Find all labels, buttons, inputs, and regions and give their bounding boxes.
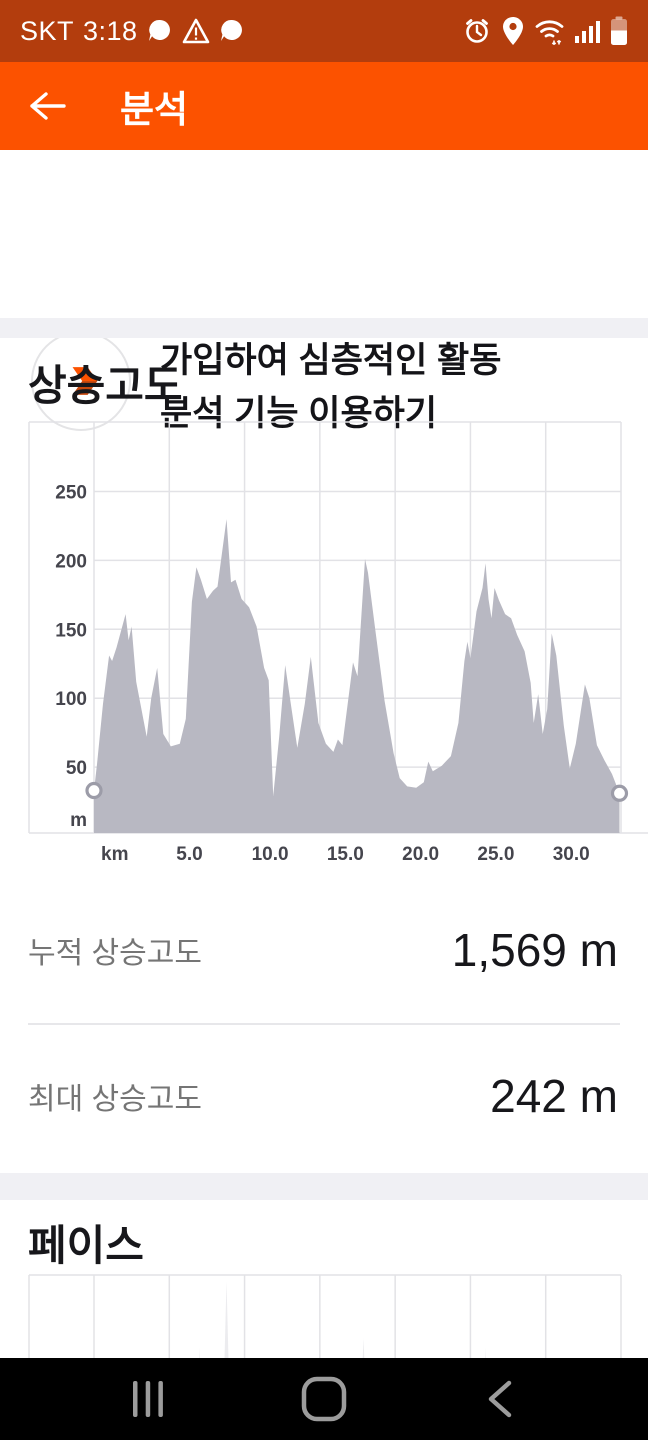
elevation-section-title: 상승고도 (28, 362, 183, 409)
back-button[interactable] (0, 62, 96, 150)
stat-value: 1,569 m (451, 924, 618, 976)
location-icon (501, 16, 525, 46)
elevation-chart[interactable]: 50 100 150 200 250 mkm 5.0 10.0 15.0 20.0 25.0 30.0 (0, 400, 648, 870)
svg-text:km: km (101, 844, 128, 865)
signal-strength-icon (575, 17, 601, 45)
section-gap (0, 318, 648, 338)
svg-text:30.0: 30.0 (553, 844, 590, 865)
section-gap (0, 1173, 648, 1200)
strava-chevron-icon (72, 367, 98, 395)
home-icon (301, 1376, 347, 1422)
nav-back-icon (488, 1380, 512, 1418)
pace-chart[interactable] (0, 1270, 648, 1358)
svg-text:20.0: 20.0 (402, 844, 439, 865)
signup-banner-line2: 분석 기능 이용하기 (160, 394, 438, 433)
battery-icon (610, 16, 628, 46)
stat-value: 242 m (490, 1070, 618, 1122)
svg-text:25.0: 25.0 (477, 844, 514, 865)
signup-banner-line1: 가입하여 심층적인 활동 (160, 341, 502, 380)
warning-notification-icon (182, 18, 210, 44)
svg-text:150: 150 (55, 620, 87, 641)
svg-text:200: 200 (55, 551, 87, 572)
pace-section-title: 페이스 (28, 1222, 144, 1269)
svg-text:15.0: 15.0 (327, 844, 364, 865)
alarm-icon (462, 16, 492, 46)
status-time: 3:18 (83, 15, 138, 46)
strava-logo-badge (31, 331, 131, 431)
status-bar: SKT 3:18 (0, 0, 648, 62)
svg-text:50: 50 (66, 758, 87, 779)
recents-icon (133, 1381, 163, 1417)
signup-banner-text: 가입하여 심층적인 활동 분석 기능 이용하기 (160, 334, 630, 440)
stat-row-total-elevation: 누적 상승고도 1,569 m (0, 880, 648, 1020)
android-nav-bar (0, 1358, 648, 1440)
carrier-label: SKT (20, 15, 75, 46)
svg-text:250: 250 (55, 483, 87, 504)
stat-label: 누적 상승고도 (28, 937, 202, 970)
app-bar: 분석 (0, 62, 648, 150)
stat-label: 최대 상승고도 (28, 1083, 202, 1116)
svg-text:100: 100 (55, 689, 87, 710)
back-arrow-icon (30, 92, 66, 120)
stat-row-max-elevation: 최대 상승고도 242 m (0, 1026, 648, 1166)
chat-bubble-notification-icon (147, 18, 173, 44)
home-button[interactable] (294, 1369, 354, 1429)
wifi-icon (534, 16, 566, 46)
recents-button[interactable] (118, 1369, 178, 1429)
signup-banner[interactable]: 가입하여 심층적인 활동 분석 기능 이용하기 (0, 150, 648, 433)
nav-back-button[interactable] (470, 1369, 530, 1429)
svg-text:10.0: 10.0 (252, 844, 289, 865)
svg-text:5.0: 5.0 (176, 844, 202, 865)
chat-bubble-notification-icon (219, 18, 245, 44)
page-title: 분석 (120, 89, 189, 130)
svg-text:m: m (70, 810, 87, 831)
row-divider (28, 1023, 620, 1025)
